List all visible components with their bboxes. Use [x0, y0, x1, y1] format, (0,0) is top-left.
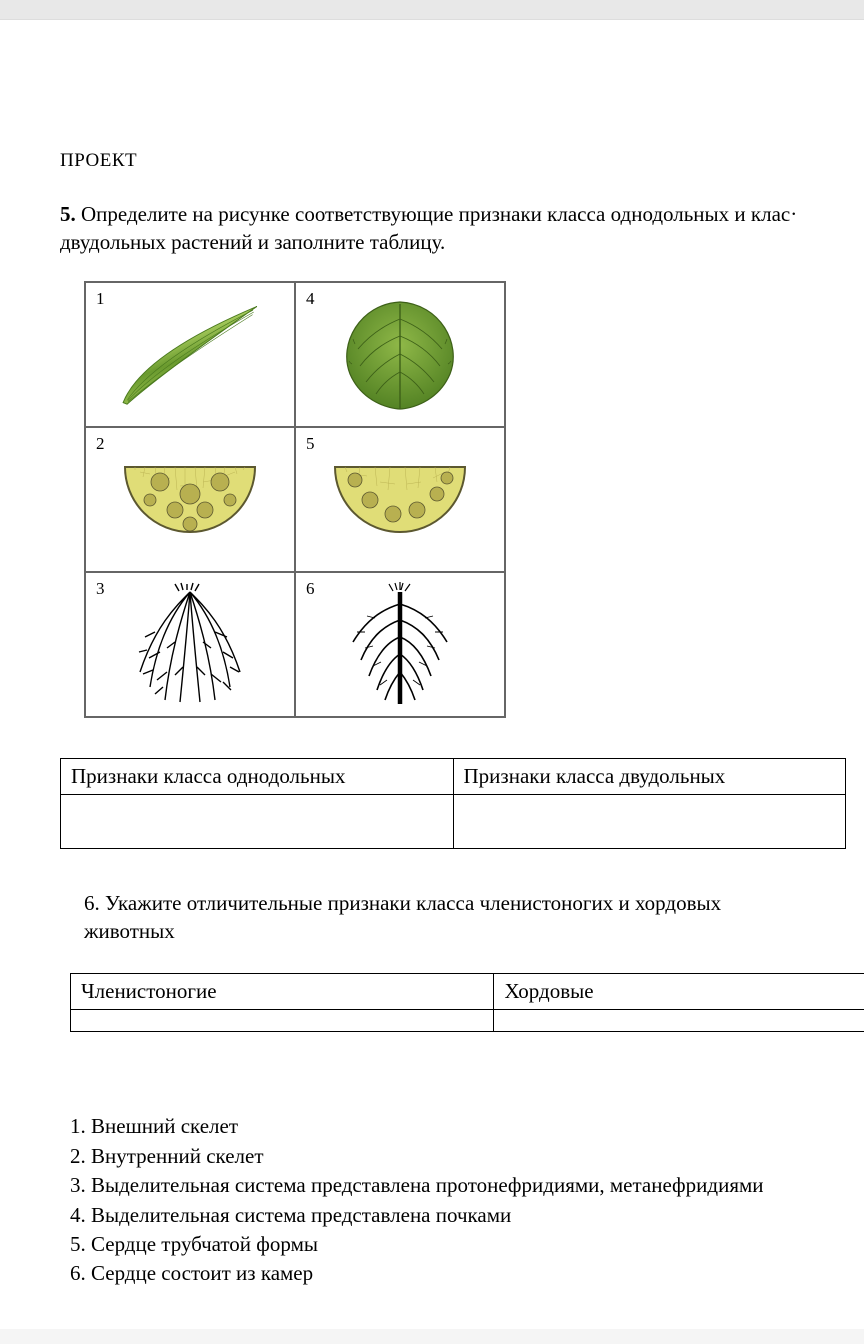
cell-number: 6: [306, 579, 315, 599]
figure-cell-1: 1: [85, 282, 295, 427]
figure-cell-2: 2: [85, 427, 295, 572]
cell-number: 3: [96, 579, 105, 599]
t1-header-2: Признаки класса двудольных: [453, 758, 846, 794]
question-6: 6. Укажите отличительные признаки класса…: [84, 889, 804, 946]
list-item: 6. Сердце состоит из камер: [70, 1259, 804, 1288]
list-item: 5. Сердце трубчатой формы: [70, 1230, 804, 1259]
t2-cell-1[interactable]: [71, 1010, 494, 1032]
t2-header-2: Хордовые: [494, 974, 864, 1010]
table-plant-classes: Признаки класса однодольных Признаки кла…: [60, 758, 846, 849]
t1-cell-2[interactable]: [453, 794, 846, 848]
q6-number: 6.: [84, 891, 100, 915]
cell-number: 1: [96, 289, 105, 309]
dicot-stem-icon: [325, 452, 475, 547]
list-item: 1. Внешний скелет: [70, 1112, 804, 1141]
list-item: 2. Внутренний скелет: [70, 1142, 804, 1171]
cell-number: 4: [306, 289, 315, 309]
question-5: 5. Определите на рисунке соответствующие…: [60, 200, 804, 257]
monocot-leaf-icon: [101, 297, 279, 412]
t2-header-1: Членистоногие: [71, 974, 494, 1010]
plant-figure-grid: 1 4: [84, 281, 506, 718]
q6-text: Укажите отличительные признаки класса чл…: [84, 891, 721, 943]
t1-cell-1[interactable]: [61, 794, 454, 848]
cell-number: 2: [96, 434, 105, 454]
t1-header-1: Признаки класса однодольных: [61, 758, 454, 794]
list-item: 3. Выделительная система представлена пр…: [70, 1171, 804, 1200]
document-page: ПРОЕКТ 5. Определите на рисунке соответс…: [0, 20, 864, 1329]
q5-number: 5.: [60, 202, 76, 226]
list-item: 4. Выделительная система представлена по…: [70, 1201, 804, 1230]
tap-root-icon: [325, 582, 475, 707]
monocot-stem-icon: [115, 452, 265, 547]
figure-cell-5: 5: [295, 427, 505, 572]
q5-text: Определите на рисунке соответствующие пр…: [60, 202, 797, 254]
figure-cell-4: 4: [295, 282, 505, 427]
top-bar: [0, 0, 864, 20]
fibrous-root-icon: [115, 582, 265, 707]
t2-cell-2[interactable]: [494, 1010, 864, 1032]
figure-cell-6: 6: [295, 572, 505, 717]
section-label: ПРОЕКТ: [60, 150, 804, 172]
figure-cell-3: 3: [85, 572, 295, 717]
table-animal-classes: Членистоногие Хордовые: [70, 973, 864, 1032]
feature-list: 1. Внешний скелет 2. Внутренний скелет 3…: [70, 1112, 804, 1288]
cell-number: 5: [306, 434, 315, 454]
dicot-leaf-icon: [330, 294, 470, 414]
